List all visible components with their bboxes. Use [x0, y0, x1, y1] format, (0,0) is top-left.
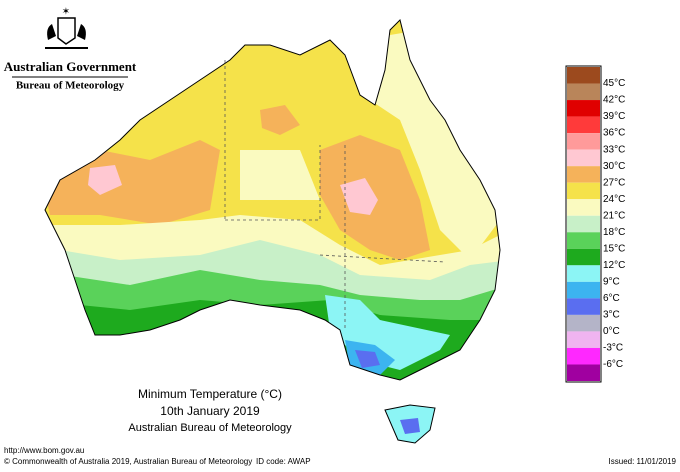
legend-label: 15°C — [603, 243, 625, 254]
government: Australian Government — [4, 59, 137, 74]
legend-label: 9°C — [603, 276, 620, 287]
legend-label: 33°C — [603, 144, 625, 155]
footer-url: http://www.bom.gov.au — [4, 446, 84, 455]
legend-label: 27°C — [603, 177, 625, 188]
legend-swatch — [567, 67, 600, 84]
legend-label: 3°C — [603, 310, 620, 321]
legend-label: 36°C — [603, 128, 625, 139]
legend: 45°C 42°C 39°C 36°C 33°C 30°C 27°C 24°C 21°C 18°C… — [567, 67, 625, 381]
legend-swatch — [567, 100, 600, 117]
footer-issued: Issued: 11/01/2019 — [609, 457, 677, 466]
map-title: Minimum Temperature (°C) — [138, 387, 282, 401]
legend-swatch — [567, 232, 600, 249]
legend-swatch — [567, 248, 600, 266]
legend-label: 12°C — [603, 260, 625, 271]
footer-id: ID code: AWAP — [256, 457, 311, 466]
legend-label: 24°C — [603, 194, 625, 205]
legend-label: -3°C — [603, 343, 623, 354]
logo: ✶ — [45, 7, 88, 49]
legend-swatch — [567, 265, 600, 282]
legend-swatch — [567, 116, 600, 134]
agency: Bureau of Meteorology — [16, 80, 125, 92]
legend-swatch — [567, 149, 600, 167]
legend-swatch — [567, 215, 600, 233]
legend-swatch — [567, 314, 600, 332]
legend-swatch — [567, 364, 600, 381]
footer-copyright: © Commonwealth of Australia 2019, Austra… — [4, 457, 252, 466]
legend-swatch — [567, 166, 600, 183]
legend-label: 6°C — [603, 293, 620, 304]
legend-label: 39°C — [603, 111, 625, 122]
svg-text:✶: ✶ — [62, 7, 70, 18]
legend-swatch — [567, 182, 600, 200]
map-source: Australian Bureau of Meteorology — [128, 422, 292, 434]
map-date: 10th January 2019 — [160, 404, 260, 418]
legend-swatch — [567, 83, 600, 101]
legend-swatch — [567, 347, 600, 365]
legend-swatch — [567, 281, 600, 299]
legend-swatch — [567, 298, 600, 315]
legend-label: 0°C — [603, 326, 620, 337]
legend-swatch — [567, 331, 600, 348]
legend-label: 18°C — [603, 227, 625, 238]
legend-label: 45°C — [603, 78, 625, 89]
legend-label: 42°C — [603, 95, 625, 106]
legend-label: -6°C — [603, 359, 623, 370]
legend-label: 30°C — [603, 161, 625, 172]
legend-swatch — [567, 199, 600, 216]
legend-swatch — [567, 133, 600, 150]
legend-label: 21°C — [603, 210, 625, 221]
